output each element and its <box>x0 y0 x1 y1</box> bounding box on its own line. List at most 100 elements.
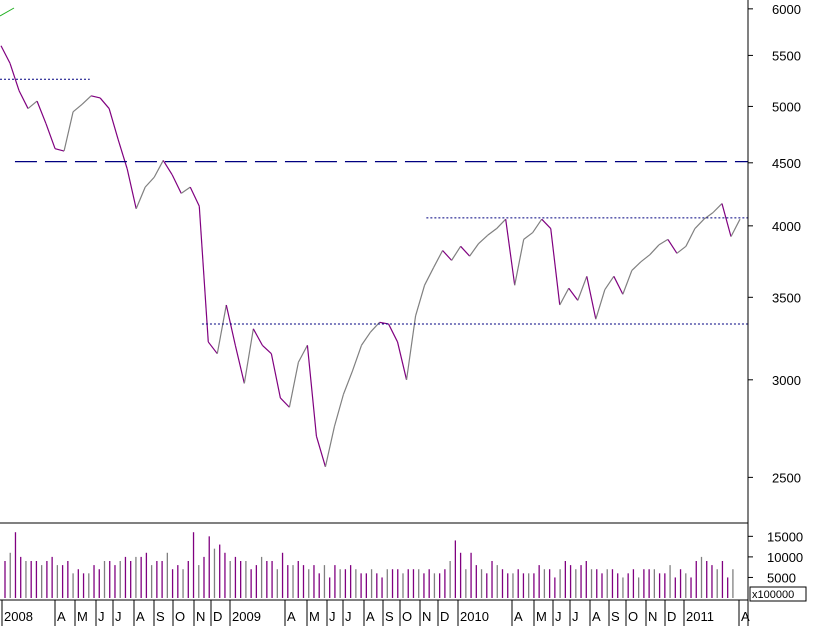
x-tick-label: A <box>136 609 145 624</box>
x-tick-label: O <box>628 609 638 624</box>
price-segment <box>568 287 579 301</box>
price-segment <box>54 148 65 152</box>
price-segment <box>270 353 281 399</box>
price-segment <box>351 345 363 372</box>
price-segment <box>730 218 741 237</box>
price-segment <box>171 174 182 194</box>
price-segment <box>613 276 624 295</box>
price-segment <box>550 228 561 306</box>
price-segment <box>667 239 678 254</box>
volume-pane <box>4 532 734 598</box>
price-segment <box>640 254 651 263</box>
y-tick-label: 3500 <box>772 290 801 305</box>
overlay-line <box>0 7 15 17</box>
y-tick-label: 6000 <box>772 2 801 17</box>
price-segment <box>414 285 426 317</box>
price-segment <box>433 250 444 268</box>
price-segment <box>631 261 642 271</box>
price-segment <box>514 239 525 286</box>
x-tick-label: 2009 <box>232 609 261 624</box>
price-segment <box>442 250 453 261</box>
price-segment <box>90 95 101 99</box>
price-segment <box>424 267 435 286</box>
price-segment <box>180 186 191 194</box>
price-segment <box>99 97 110 109</box>
price-segment <box>595 289 606 320</box>
x-tick-label: 2008 <box>4 609 33 624</box>
x-tick-label: D <box>667 609 676 624</box>
price-pane <box>0 7 748 524</box>
price-segment <box>288 362 299 408</box>
price-segment <box>658 238 669 246</box>
price-segment <box>72 103 83 113</box>
price-segment <box>505 219 516 286</box>
x-tick-label: M <box>77 609 88 624</box>
price-segment <box>396 341 408 380</box>
price-segment <box>216 304 227 354</box>
price-segment <box>153 160 164 178</box>
price-segment <box>541 218 552 229</box>
price-segment <box>532 218 543 233</box>
price-segment <box>577 276 588 301</box>
price-segment <box>36 100 47 125</box>
x-tick-label: D <box>440 609 449 624</box>
price-segment <box>198 206 209 342</box>
price-segment <box>207 341 218 355</box>
price-segment <box>108 108 119 140</box>
x-tick-label: O <box>402 609 412 624</box>
price-segment <box>18 90 29 109</box>
price-segment <box>342 370 354 395</box>
x-tick-label: J <box>329 609 336 624</box>
price-segment <box>135 186 146 209</box>
price-segment <box>496 218 507 229</box>
price-segment <box>27 100 38 110</box>
price-segment <box>252 328 263 346</box>
price-segment <box>324 426 336 467</box>
x-tick-label: S <box>611 609 620 624</box>
price-segment <box>721 203 732 237</box>
y-tick-label: 5500 <box>772 48 801 63</box>
price-segment <box>63 111 74 152</box>
price-segment <box>460 245 471 257</box>
x-tick-label: J <box>345 609 352 624</box>
y-tick-label: 2500 <box>772 470 801 485</box>
price-segment <box>234 345 245 384</box>
price-segment <box>315 436 327 467</box>
price-segment <box>387 323 399 343</box>
x-tick-label: A <box>592 609 601 624</box>
price-segment <box>676 245 687 254</box>
price-segment <box>604 275 615 291</box>
price-segment <box>478 234 489 244</box>
price-segment <box>586 276 597 320</box>
price-segment <box>703 212 714 220</box>
price-segment <box>360 331 371 346</box>
price-segment <box>451 245 462 261</box>
x-tick-label: 2011 <box>686 609 714 624</box>
price-segment <box>487 228 498 236</box>
y-tick-label: 4500 <box>772 156 801 171</box>
price-segment <box>45 123 56 149</box>
x-tick-label: 2010 <box>460 609 489 624</box>
x-tick-label: J <box>98 609 105 624</box>
x-tick-label: J <box>115 609 122 624</box>
volume-tick-label: 5000 <box>767 570 796 585</box>
y-axis: 6000 5500 5000 4500 4000 3500 3000 2500 15000 100… <box>747 0 807 626</box>
x-tick-label: A <box>741 609 750 624</box>
volume-unit-box <box>749 586 807 602</box>
price-segment <box>162 160 173 176</box>
price-segment <box>225 304 236 346</box>
price-segment <box>469 243 480 257</box>
x-tick-label: D <box>213 609 222 624</box>
price-segment <box>685 228 696 247</box>
price-segment <box>712 203 723 214</box>
y-tick-label: 4000 <box>772 219 801 234</box>
x-tick-label: A <box>366 609 375 624</box>
price-segment <box>333 394 345 427</box>
y-tick-label: 5000 <box>772 99 801 114</box>
price-segment <box>117 139 128 169</box>
volume-tick-label: 10000 <box>767 550 803 565</box>
price-segment <box>622 270 633 295</box>
price-segment <box>0 45 11 64</box>
x-tick-label: N <box>422 609 431 624</box>
